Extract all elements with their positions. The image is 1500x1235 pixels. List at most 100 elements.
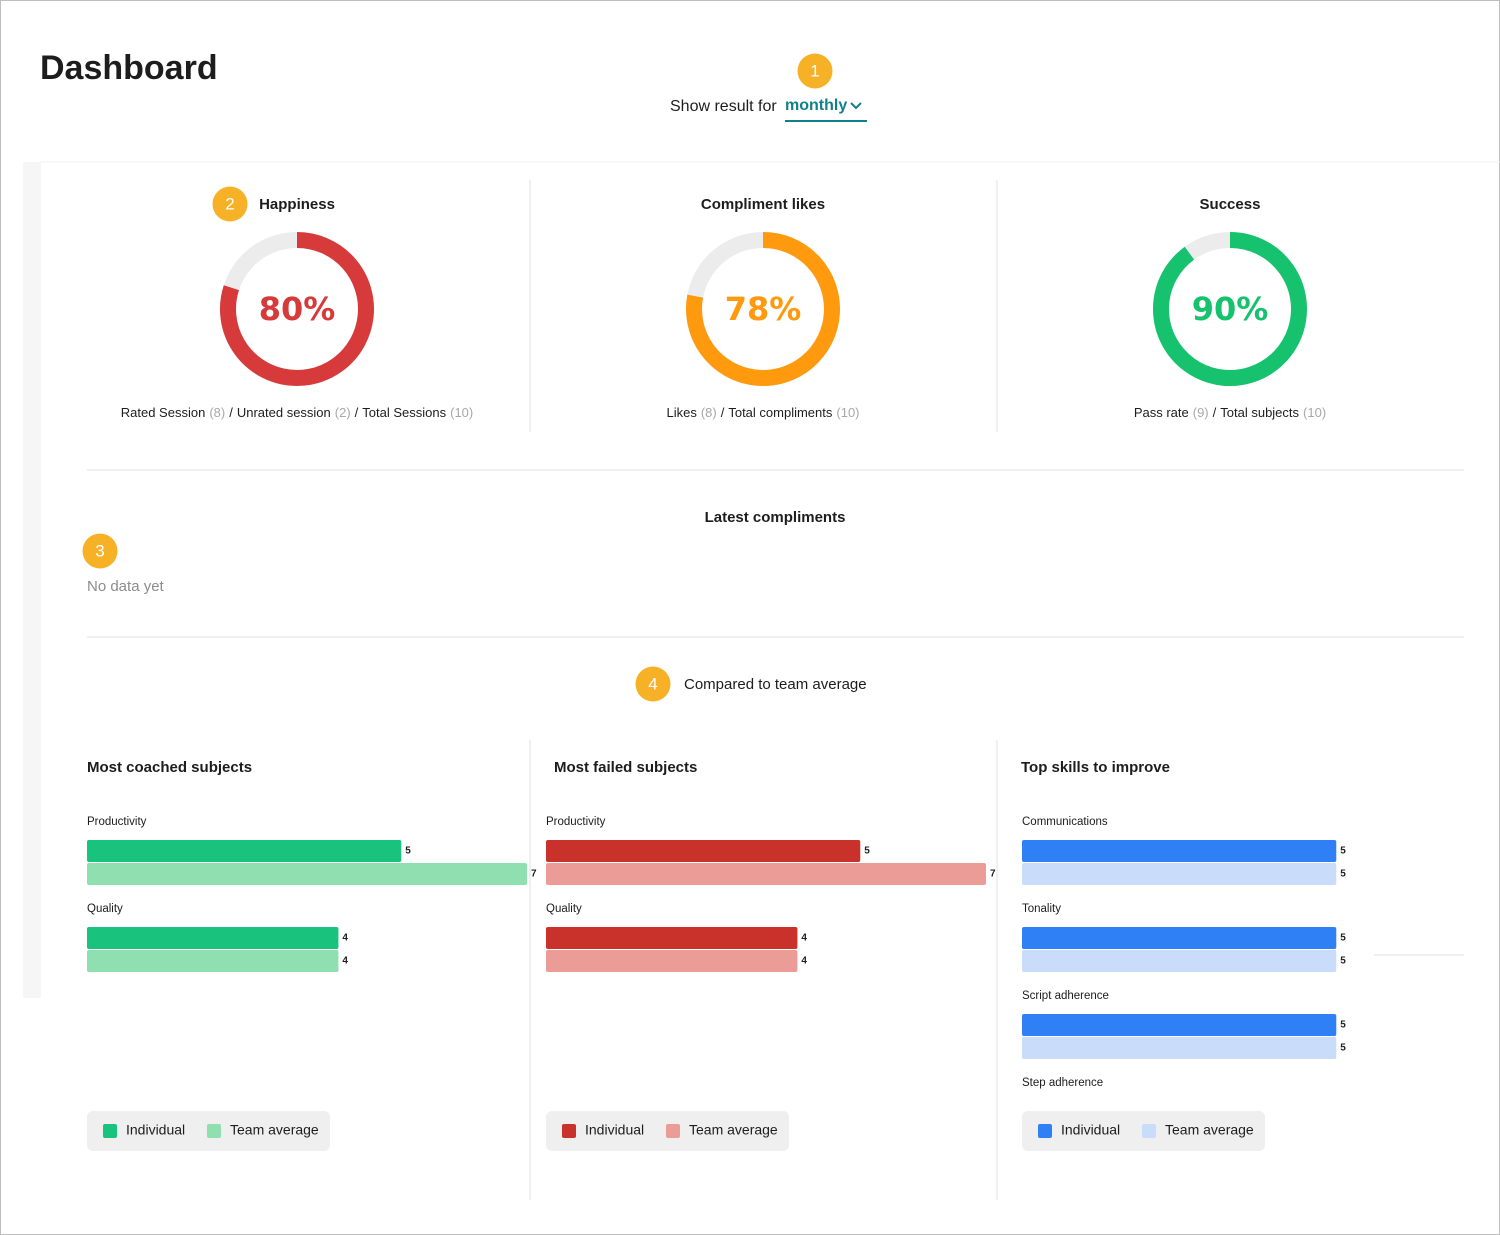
bar-value: 5 xyxy=(1340,956,1346,967)
empty-text: No data yet xyxy=(87,578,165,595)
bar xyxy=(546,950,798,972)
marker xyxy=(635,666,671,702)
legend-label: Individual xyxy=(126,1122,185,1138)
breakdown-count: (10) xyxy=(836,405,859,420)
legend-swatch xyxy=(562,1124,576,1138)
bar-value: 5 xyxy=(1340,933,1346,944)
category-label: Step adherence xyxy=(1022,1077,1103,1089)
breakdown-count: (9) xyxy=(1193,405,1209,420)
marker xyxy=(212,186,248,222)
breakdown-count: (8) xyxy=(209,405,225,420)
donut-value: 90% xyxy=(1192,290,1269,328)
bar-value: 4 xyxy=(801,956,807,967)
bar-value: 4 xyxy=(801,933,807,944)
category-label: Communications xyxy=(1022,816,1108,828)
legend-label: Individual xyxy=(1061,1122,1120,1138)
category-label: Quality xyxy=(87,903,123,915)
legend-label: Team average xyxy=(230,1122,319,1138)
filter-label: Show result for xyxy=(670,98,777,115)
separator: / xyxy=(229,405,233,420)
breakdown-name: Total Sessions xyxy=(362,405,446,420)
bar xyxy=(1022,927,1337,949)
bar xyxy=(1022,1037,1337,1059)
marker-label: 3 xyxy=(95,541,104,560)
section-title: Latest compliments xyxy=(705,509,846,526)
breakdown-count: (8) xyxy=(701,405,717,420)
marker-label: 4 xyxy=(648,674,657,693)
bar xyxy=(546,840,861,862)
filter-value[interactable]: monthly xyxy=(785,97,847,114)
bar xyxy=(87,840,402,862)
bar xyxy=(87,863,527,885)
donut-value: 80% xyxy=(259,290,336,328)
kpi-title: Happiness xyxy=(259,196,335,213)
donut-arc xyxy=(686,232,840,386)
legend-swatch xyxy=(1038,1124,1052,1138)
bar xyxy=(87,927,339,949)
donut-value: 78% xyxy=(725,290,802,328)
bar xyxy=(1022,840,1337,862)
breakdown-name: Unrated session xyxy=(237,405,331,420)
donut-arc xyxy=(1153,232,1307,386)
bar-value: 4 xyxy=(342,933,348,944)
kpi-breakdown: Rated Session (8) / Unrated session (2) / Tota… xyxy=(121,405,474,420)
legend: Individual Team average xyxy=(87,1111,330,1151)
bar-value: 7 xyxy=(531,869,537,880)
panel-title: Most failed subjects xyxy=(554,759,697,776)
legend: Individual Team average xyxy=(1022,1111,1265,1151)
category-label: Quality xyxy=(546,903,582,915)
marker-label: 1 xyxy=(810,61,819,80)
kpi-breakdown: Likes (8) / Total compliments (10) xyxy=(666,405,859,420)
separator: / xyxy=(355,405,359,420)
marker xyxy=(797,53,833,89)
breakdown-name: Pass rate xyxy=(1134,405,1189,420)
category-label: Script adherence xyxy=(1022,990,1109,1002)
chevron[interactable] xyxy=(850,102,862,110)
legend-label: Team average xyxy=(1165,1122,1254,1138)
breakdown-count: (10) xyxy=(450,405,473,420)
bar xyxy=(546,863,986,885)
breakdown-name: Total compliments xyxy=(728,405,833,420)
bar xyxy=(1022,1014,1337,1036)
legend-swatch xyxy=(1142,1124,1156,1138)
bar-value: 5 xyxy=(1340,1020,1346,1031)
bar xyxy=(87,950,339,972)
legend-swatch xyxy=(207,1124,221,1138)
bar xyxy=(546,927,798,949)
separator: / xyxy=(721,405,725,420)
category-label: Productivity xyxy=(87,816,147,828)
bar-value: 5 xyxy=(1340,1043,1346,1054)
breakdown-count: (10) xyxy=(1303,405,1326,420)
separator: / xyxy=(1213,405,1217,420)
legend: Individual Team average xyxy=(546,1111,789,1151)
filter-dropdown[interactable]: monthly xyxy=(785,97,867,122)
breakdown-name: Rated Session xyxy=(121,405,206,420)
breakdown-name: Likes xyxy=(666,405,697,420)
kpi-title: Compliment likes xyxy=(701,196,825,213)
category-label: Tonality xyxy=(1022,903,1061,915)
bar xyxy=(1022,863,1337,885)
kpi-breakdown: Pass rate (9) / Total subjects (10) xyxy=(1134,405,1326,420)
marker-label: 2 xyxy=(225,194,234,213)
page-title: Dashboard xyxy=(40,49,218,87)
panel-title: Most coached subjects xyxy=(87,759,252,776)
panel-title: Top skills to improve xyxy=(1021,759,1170,776)
breakdown-name: Total subjects xyxy=(1220,405,1299,420)
bar xyxy=(1022,950,1337,972)
bar-value: 5 xyxy=(1340,846,1346,857)
marker xyxy=(82,533,118,569)
breakdown-count: (2) xyxy=(335,405,351,420)
legend-label: Individual xyxy=(585,1122,644,1138)
bar-value: 5 xyxy=(405,846,411,857)
section-title: Compared to team average xyxy=(684,676,867,693)
donut-arc xyxy=(220,232,374,386)
category-label: Productivity xyxy=(546,816,606,828)
side-strip xyxy=(23,162,41,998)
legend-label: Team average xyxy=(689,1122,778,1138)
legend-swatch xyxy=(666,1124,680,1138)
legend-swatch xyxy=(103,1124,117,1138)
kpi-title: Success xyxy=(1200,196,1261,213)
bar-value: 5 xyxy=(1340,869,1346,880)
